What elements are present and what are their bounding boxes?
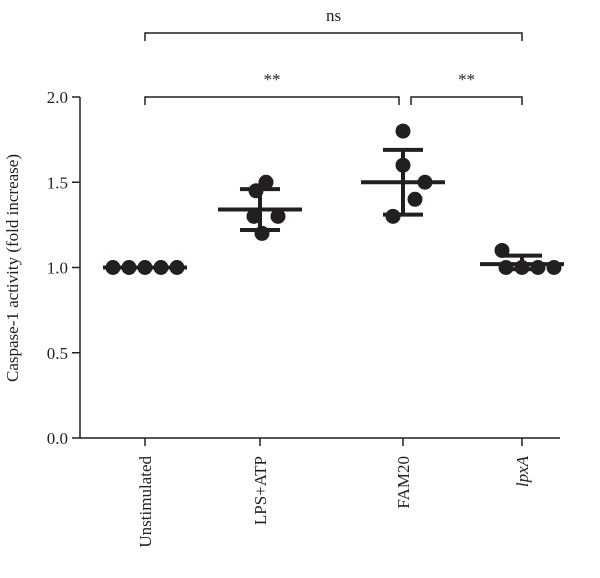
data-point [530, 260, 546, 275]
y-tick-label: 1.5 [47, 173, 68, 192]
x-category-label: lpxA [513, 455, 532, 487]
significance-bracket [144, 32, 523, 41]
significance-bracket [410, 96, 523, 105]
data-point [407, 191, 423, 207]
y-tick-label: 2.0 [47, 88, 68, 107]
data-point [248, 183, 264, 199]
data-point [494, 242, 510, 258]
data-point [395, 123, 411, 139]
y-tick-label: 1.0 [47, 259, 68, 278]
plot-area: 0.0 0.5 1.0 1.5 2.0 Unstimulated LPS+ATP FAM20 l… [47, 6, 564, 548]
data-point [395, 157, 411, 173]
significance-label: ** [264, 70, 281, 89]
significance-label: ns [326, 6, 341, 25]
significance-bracket [144, 96, 400, 105]
significance-label: ** [458, 70, 475, 89]
data-point [417, 174, 433, 190]
data-point [153, 260, 169, 275]
data-point [254, 225, 270, 241]
data-point [514, 260, 530, 275]
data-point [385, 208, 401, 224]
data-point [270, 208, 286, 224]
data-point [258, 174, 274, 190]
data-point [498, 260, 514, 275]
data-point [121, 260, 137, 275]
data-point [105, 260, 121, 275]
y-tick-label: 0.0 [47, 429, 68, 448]
data-point [137, 260, 153, 275]
x-category-label: Unstimulated [136, 456, 155, 548]
x-category-label: LPS+ATP [251, 456, 270, 525]
x-category-label: FAM20 [394, 456, 413, 509]
y-axis-label: Caspase-1 activity (fold increase) [3, 154, 22, 382]
data-point [169, 260, 185, 275]
data-point [246, 208, 262, 224]
data-point [546, 260, 562, 275]
y-tick-label: 0.5 [47, 344, 68, 363]
